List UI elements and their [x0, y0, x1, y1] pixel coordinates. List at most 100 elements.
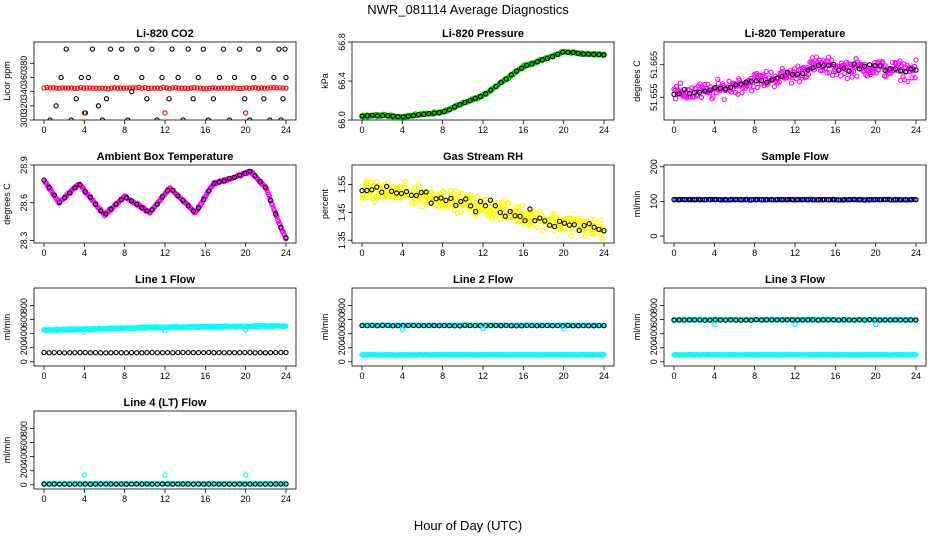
y-tick-label: 600	[19, 312, 29, 327]
y-axis-label: ml/min	[320, 314, 330, 341]
data-point-all	[416, 197, 422, 203]
data-point-all	[444, 205, 451, 211]
data-point-hourly	[467, 322, 473, 329]
data-point-hourly	[748, 78, 754, 84]
data-point-hourly	[283, 481, 289, 487]
data-point-hourly	[257, 481, 263, 487]
data-point-hourly	[575, 323, 581, 329]
data-point-all	[234, 85, 240, 92]
data-point-hourly	[892, 317, 899, 323]
data-point-hourly	[800, 317, 806, 323]
data-point-hourly	[513, 68, 520, 74]
y-tick-label: 200	[337, 340, 347, 355]
x-tick-label: 0	[41, 125, 46, 135]
data-point-hourly	[61, 195, 68, 201]
data-point-hourly	[164, 349, 171, 356]
y-tick-label: 0	[337, 359, 347, 364]
data-point-hourly	[836, 317, 842, 323]
data-point-hourly	[129, 88, 135, 95]
data-point-hourly	[252, 481, 258, 487]
data-point-hourly	[242, 349, 248, 356]
data-point-all	[415, 181, 422, 187]
data-point-hourly	[498, 323, 504, 329]
data-point-all	[506, 201, 512, 207]
data-point-all	[44, 84, 50, 91]
data-point-hourly	[836, 197, 842, 203]
data-point-hourly	[379, 112, 386, 119]
data-point-all	[599, 236, 605, 242]
data-point-hourly	[596, 226, 602, 233]
data-point-all	[225, 85, 231, 91]
plot-points	[359, 322, 607, 358]
data-point-hourly	[549, 53, 556, 60]
data-point-all	[702, 85, 709, 92]
data-point-all	[81, 85, 87, 91]
data-point-hourly	[82, 481, 88, 487]
data-point-hourly	[67, 350, 73, 356]
data-point-all	[157, 85, 164, 92]
data-point-hourly	[374, 113, 381, 119]
data-point-hourly	[46, 350, 52, 356]
data-point-hourly	[369, 322, 375, 329]
data-point-hourly	[810, 317, 816, 323]
plot-points	[671, 316, 919, 358]
x-tick-label: 0	[671, 371, 676, 381]
data-point-hourly	[231, 481, 238, 487]
y-tick-label: 0	[19, 482, 29, 487]
plot-points	[671, 196, 919, 203]
x-tick-label: 8	[752, 371, 757, 381]
data-point-hourly	[856, 317, 863, 323]
data-point-hourly	[913, 317, 919, 323]
data-point-hourly	[359, 113, 365, 119]
data-point-hourly	[159, 194, 166, 200]
data-point-hourly	[226, 175, 233, 182]
y-tick-label: 200	[649, 159, 659, 174]
data-point-hourly	[56, 481, 63, 487]
data-point-hourly	[118, 350, 124, 356]
data-point-hourly	[738, 197, 744, 203]
data-point-hourly	[601, 52, 607, 58]
data-point-hourly	[820, 197, 826, 203]
y-tick-label: 28.3	[19, 232, 29, 250]
data-point-hourly	[453, 202, 459, 209]
data-point-hourly	[41, 481, 47, 487]
data-point-hourly	[68, 117, 74, 120]
data-point-hourly	[846, 68, 852, 74]
x-tick-label: 0	[359, 248, 364, 258]
y-tick-label: 800	[649, 298, 659, 313]
x-tick-label: 12	[790, 371, 800, 381]
x-tick-label: 20	[241, 494, 251, 504]
x-tick-label: 16	[830, 125, 840, 135]
data-point-hourly	[570, 323, 576, 329]
data-point-hourly	[472, 208, 479, 215]
data-point-hourly	[676, 197, 682, 203]
data-point-all	[905, 78, 911, 85]
data-point-hourly	[527, 206, 533, 212]
x-tick-label: 0	[41, 494, 46, 504]
x-tick-label: 12	[160, 371, 170, 381]
data-point-hourly	[841, 197, 847, 203]
data-point-hourly	[861, 197, 868, 203]
data-point-all	[582, 233, 588, 239]
data-point-all	[392, 195, 399, 201]
data-point-all	[68, 85, 75, 91]
data-point-hourly	[544, 322, 551, 329]
data-point-hourly	[861, 63, 868, 69]
data-point-hourly	[458, 198, 464, 205]
data-point-hourly	[861, 317, 868, 323]
data-point-hourly	[867, 196, 873, 203]
plot-points	[359, 48, 607, 120]
data-point-all	[252, 85, 259, 91]
y-tick-label: 28.6	[19, 194, 29, 212]
y-tick-label: 51.655	[649, 83, 659, 111]
data-point-all	[363, 181, 370, 187]
data-point-all	[747, 83, 753, 89]
x-tick-label: 16	[200, 125, 210, 135]
data-point-hourly	[851, 317, 857, 323]
data-point-hourly	[542, 218, 548, 224]
data-point-hourly	[206, 188, 212, 194]
data-point-hourly	[257, 178, 263, 185]
data-point-hourly	[882, 317, 888, 323]
